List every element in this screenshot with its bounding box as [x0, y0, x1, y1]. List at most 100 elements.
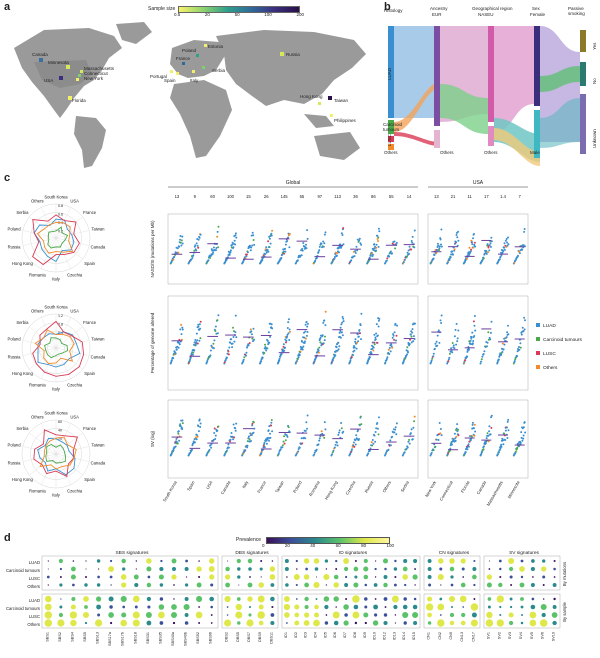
- heatmap-col-label: SBS5: [83, 632, 87, 642]
- strip-header-global: Global: [286, 180, 300, 186]
- strip-point: [488, 336, 491, 339]
- strip-point: [433, 254, 436, 257]
- heatmap-dot: [313, 558, 320, 564]
- flow-green-b: [540, 66, 580, 92]
- strip-point: [283, 349, 286, 352]
- strip-point: [433, 443, 436, 446]
- strip-point: [392, 333, 395, 336]
- strip-point: [434, 445, 437, 448]
- strip-point: [251, 337, 254, 340]
- heatmap-dot: [531, 559, 535, 563]
- strip-point: [456, 337, 459, 340]
- heatmap-dot: [541, 566, 547, 572]
- heatmap-dot: [472, 567, 477, 571]
- node-yes: [580, 30, 586, 52]
- heatmap-dot: [248, 567, 252, 571]
- heatmap-dot: [260, 576, 262, 578]
- strip-point: [261, 259, 264, 262]
- sankey-bottom-others-1: Others: [440, 150, 454, 155]
- heatmap-dot: [473, 559, 476, 563]
- heatmap-dot: [227, 560, 229, 562]
- strip-point: [450, 347, 453, 350]
- map-colorbar: [178, 6, 300, 13]
- strip-frame-usa: [427, 213, 529, 285]
- heatmap-dot: [552, 620, 557, 626]
- heatmap-dot: [403, 558, 408, 564]
- strip-point: [315, 257, 318, 259]
- strip-point: [472, 237, 474, 240]
- heatmap-dot: [509, 566, 514, 572]
- strip-point: [464, 259, 467, 262]
- strip-point: [373, 243, 376, 246]
- heatmap-dot: [414, 568, 417, 570]
- strip-point: [269, 335, 272, 338]
- strip-point: [234, 331, 237, 334]
- heatmap-dot: [286, 576, 288, 578]
- heatmap-dot: [520, 597, 524, 601]
- strip-point: [356, 249, 359, 252]
- heatmap-dot: [108, 566, 115, 572]
- strip-point: [432, 449, 435, 452]
- heatmap-dot: [438, 558, 444, 564]
- strip-point: [393, 431, 396, 434]
- heatmap-dot: [171, 612, 177, 618]
- heatmap-dot: [271, 605, 274, 609]
- strip-point: [506, 420, 509, 423]
- node-region-others: [488, 126, 494, 146]
- heatmap-dot: [304, 612, 310, 618]
- radar-country-label: Taiwan: [91, 226, 105, 231]
- strip-point: [518, 252, 521, 255]
- heat-tick: 40: [310, 543, 316, 548]
- strip-point: [266, 339, 269, 342]
- strip-point: [284, 243, 287, 246]
- heatmap-dot: [147, 575, 151, 579]
- flow-luad-ancestry: [394, 26, 434, 118]
- heatmap-col-label: CN13: [460, 632, 464, 642]
- strip-point: [181, 235, 184, 238]
- strip-point: [372, 349, 375, 352]
- heatmap-dot: [473, 583, 476, 587]
- strip-count-global: 97: [317, 194, 322, 199]
- heatmap-dot: [284, 559, 289, 563]
- strip-point: [265, 349, 268, 352]
- strip-point: [281, 348, 284, 351]
- radar-tick: 0.2: [58, 230, 63, 234]
- strip-point: [336, 444, 339, 447]
- strip-point: [339, 326, 342, 329]
- strip-point: [505, 238, 508, 240]
- strip-point: [355, 434, 358, 437]
- heatmap-colorbar-ticks: 0 20 40 60 80 100: [262, 543, 394, 548]
- strip-point: [333, 256, 336, 258]
- marker-portugal: [170, 70, 173, 73]
- heatmap-dot: [324, 559, 329, 563]
- heatmap-dot: [303, 620, 310, 626]
- strip-point: [518, 346, 520, 348]
- heatmap-dot: [295, 559, 298, 563]
- strip-point: [447, 358, 450, 361]
- strip-point: [181, 428, 184, 430]
- heatmap-dot: [135, 560, 137, 562]
- strip-point: [337, 348, 340, 351]
- strip-point: [216, 230, 219, 233]
- heatmap-dot: [520, 559, 524, 563]
- heatmap-dot: [394, 614, 397, 616]
- strip-point: [408, 343, 411, 345]
- strip-point: [430, 452, 433, 454]
- strip-point: [195, 242, 198, 245]
- strip-point: [177, 430, 180, 433]
- strip-point: [407, 249, 410, 252]
- strip-point: [177, 432, 180, 435]
- strip-point: [318, 437, 321, 440]
- strip-point: [354, 252, 357, 254]
- radar-country-label: Russia: [8, 245, 21, 250]
- heatmap-dot: [158, 611, 165, 619]
- strip-point: [252, 421, 255, 424]
- heatmap-dot: [460, 620, 466, 626]
- strip-point: [266, 347, 269, 350]
- heatmap-dot: [59, 583, 63, 587]
- strip-point: [250, 234, 253, 237]
- strip-point: [336, 252, 339, 254]
- heatmap-dot: [394, 559, 397, 563]
- strip-point: [296, 360, 298, 362]
- strip-point: [270, 232, 273, 235]
